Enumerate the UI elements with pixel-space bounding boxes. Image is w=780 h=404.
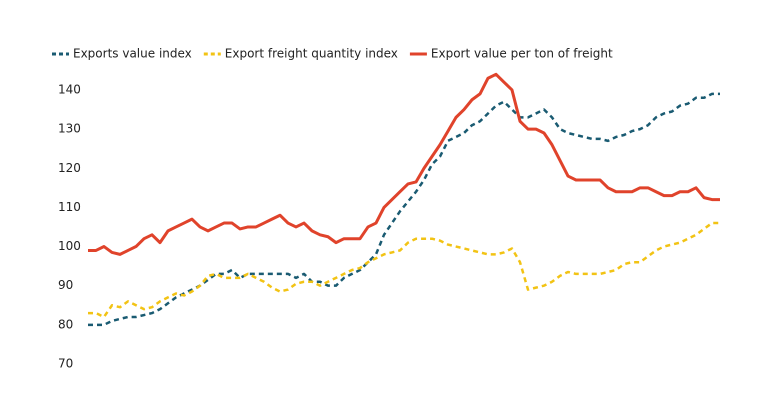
y-tick-label: 140 — [58, 82, 81, 96]
legend-label: Export freight quantity index — [225, 47, 398, 61]
series-line — [88, 221, 720, 319]
series-line — [88, 92, 720, 327]
y-tick-label: 100 — [58, 239, 81, 253]
y-tick-label: 120 — [58, 161, 81, 175]
y-tick-label: 70 — [58, 356, 73, 370]
y-tick-label: 110 — [58, 200, 81, 214]
legend-label: Exports value index — [73, 47, 192, 61]
legend-label: Export value per ton of freight — [431, 47, 613, 61]
y-tick-label: 80 — [58, 317, 73, 331]
y-tick-label: 90 — [58, 278, 73, 292]
series-line — [88, 72, 720, 256]
y-tick-label: 130 — [58, 122, 81, 136]
